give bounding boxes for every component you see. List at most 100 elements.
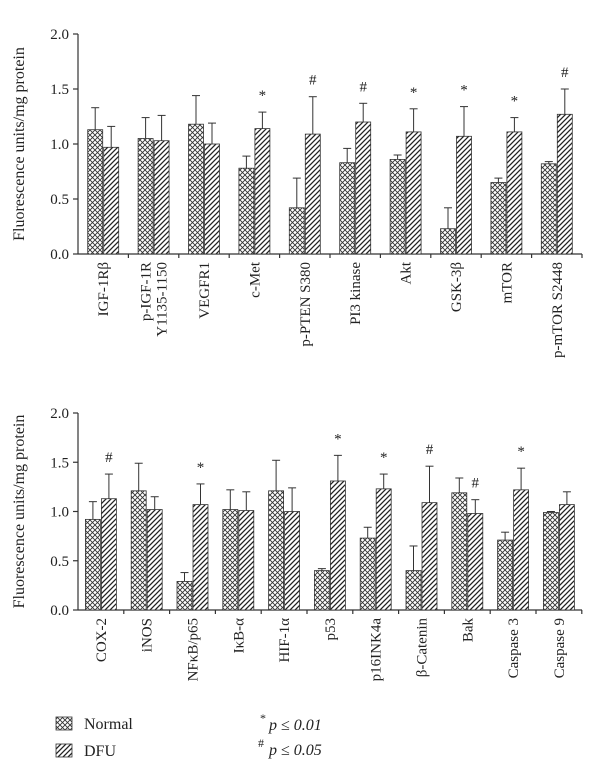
top-bar-dfu [204, 143, 220, 255]
bottom-y-tick-label: 1.5 [50, 455, 69, 471]
top-category-label: p-PTEN S380 [298, 262, 314, 347]
bottom-bar-normal [405, 570, 422, 611]
top-category-label: mTOR [499, 262, 515, 303]
bottom-bar-normal [130, 490, 147, 611]
top-significance-marker: * [460, 83, 468, 99]
bottom-significance-marker: * [380, 450, 388, 466]
bottom-bar-dfu [284, 511, 301, 611]
top-y-tick-label: 0.0 [50, 247, 69, 263]
bottom-bar-normal [85, 518, 101, 611]
bottom-category-label: p53 [323, 618, 339, 641]
top-y-tick-label: 0.5 [50, 192, 69, 208]
top-significance-marker: * [511, 94, 519, 110]
top-bar-dfu [456, 135, 472, 255]
bottom-category-label: Caspase 9 [552, 618, 568, 678]
bottom-bar-dfu [513, 489, 529, 611]
bottom-bar-dfu [375, 488, 392, 611]
top-bar-normal [238, 167, 255, 255]
bottom-y-tick-label: 2.0 [50, 406, 69, 422]
top-bar-normal [137, 138, 154, 255]
bottom-category-label: p16INK4a [369, 618, 385, 682]
top-y-tick-label: 2.0 [50, 27, 69, 43]
top-bar-dfu [254, 128, 271, 255]
bottom-bar-dfu [467, 513, 484, 611]
top-bar-normal [440, 228, 456, 255]
bottom-bar-normal [543, 512, 559, 611]
top-category-label: VEGFR1 [197, 262, 213, 319]
bottom-bar-normal [176, 581, 193, 611]
top-significance-marker: # [561, 65, 569, 81]
bottom-category-label: Bak [460, 618, 476, 643]
top-y-tick-label: 1.5 [50, 82, 69, 98]
top-significance-marker: * [259, 88, 267, 104]
bottom-significance-marker: * [517, 444, 525, 460]
chart-top: 0.0 0.5 1.0 1.5 2.0 Fluorescence units/mg pro… [11, 27, 583, 358]
bottom-y-tick-label: 0.5 [50, 554, 69, 570]
top-category-label: IGF-1Rβ [96, 262, 112, 316]
bottom-significance-marker: * [334, 431, 342, 447]
legend-swatch-dfu [55, 743, 73, 758]
bottom-bar-normal [222, 509, 239, 611]
top-category-label: c-Met [247, 261, 263, 298]
top-bar-dfu [153, 140, 170, 255]
bottom-significance-marker: # [426, 442, 434, 458]
top-bar-dfu [556, 113, 573, 255]
top-bar-normal [188, 123, 204, 255]
bottom-significance-marker: # [105, 450, 113, 466]
bottom-bar-dfu [559, 504, 575, 611]
bottom-category-label: NFκB/p65 [186, 618, 202, 681]
bottom-category-label: HIF-1α [277, 618, 293, 663]
top-bar-normal [540, 163, 557, 255]
legend-label-normal: Normal [84, 716, 133, 733]
legend-label-dfu: DFU [84, 743, 116, 760]
top-bar-normal [339, 162, 356, 255]
top-bar-normal [490, 182, 507, 255]
top-bar-dfu [355, 121, 372, 255]
bottom-bar-dfu [192, 504, 209, 611]
bottom-bar-dfu [146, 509, 163, 611]
bottom-bar-normal [268, 490, 285, 611]
bottom-category-label: iNOS [140, 618, 156, 652]
top-bar-dfu [103, 146, 120, 255]
top-category-label: GSK-3β [449, 262, 465, 312]
top-bar-dfu [506, 131, 523, 255]
top-bar-dfu [405, 131, 422, 255]
top-bar-normal [389, 158, 406, 255]
legend-swatch-normal [55, 716, 73, 731]
legend: Normal DFU * p ≤ 0.01 # p ≤ 0.05 [55, 711, 322, 760]
legend-sig-text-1: p ≤ 0.05 [268, 742, 322, 759]
bottom-bar-normal [313, 570, 330, 611]
top-category-label: PI3 kinase [348, 262, 364, 325]
bottom-y-tick-label: 0.0 [50, 603, 69, 619]
bottom-bar-normal [497, 539, 514, 611]
bottom-y-axis-label: Fluorescence units/mg protein [11, 415, 28, 609]
bottom-bar-dfu [421, 502, 438, 611]
bottom-category-label: IκB-α [231, 618, 247, 654]
bottom-y-tick-label: 1.0 [50, 505, 69, 521]
bottom-bar-dfu [101, 498, 117, 611]
top-bar-normal [288, 207, 305, 255]
top-significance-marker: * [410, 85, 418, 101]
top-category-label: Akt [399, 261, 415, 284]
legend-sig-text-0: p ≤ 0.01 [268, 717, 322, 734]
bottom-significance-marker: # [472, 476, 480, 492]
bottom-bar-dfu [238, 510, 255, 611]
top-significance-marker: # [359, 79, 367, 95]
legend-sig-symbol-1: # [258, 736, 264, 750]
top-category-label: p-mTOR S2448 [550, 262, 566, 358]
top-y-tick-label: 1.0 [50, 137, 69, 153]
top-significance-marker: # [309, 73, 317, 89]
legend-sig-symbol-0: * [260, 711, 266, 725]
top-bar-normal [87, 129, 104, 255]
top-y-axis-label: Fluorescence units/mg protein [11, 47, 28, 241]
bottom-category-label: β-Catenin [415, 618, 431, 678]
chart-bottom: 0.0 0.5 1.0 1.5 2.0 Fluorescence units/mg pro… [11, 406, 583, 682]
bottom-category-label: COX-2 [94, 618, 110, 662]
top-category-label: Y1135-1150 [155, 262, 171, 337]
bottom-bar-dfu [329, 480, 346, 611]
top-bar-dfu [304, 133, 321, 255]
bottom-bar-normal [451, 492, 468, 611]
bottom-bar-normal [359, 537, 376, 611]
bottom-category-label: Caspase 3 [506, 618, 522, 678]
